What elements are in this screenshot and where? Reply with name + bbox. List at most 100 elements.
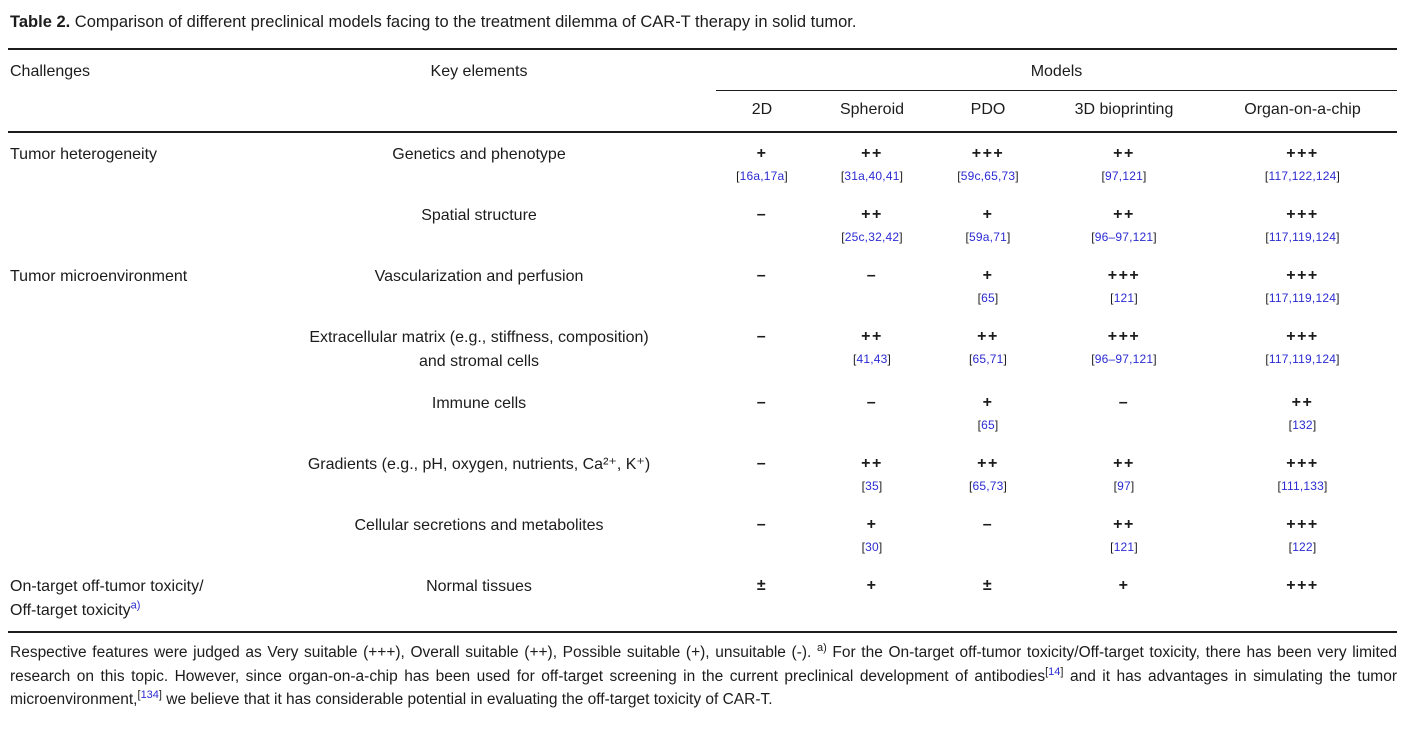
citation-refs[interactable]: 65,73: [972, 479, 1004, 493]
table-row: Extracellular matrix (e.g., stiffness, c…: [8, 316, 1397, 382]
citation-bracket: [: [1265, 230, 1269, 244]
citation-refs[interactable]: 65,71: [972, 352, 1004, 366]
citation-refs[interactable]: 59c,65,73: [960, 169, 1016, 183]
citation-bracket: ]: [1142, 169, 1147, 183]
rating-cell: ++ [96–97,121]: [1040, 194, 1208, 255]
footnote-judging-scale: Respective features were judged as Very …: [10, 644, 817, 661]
rating-symbol: ++: [1113, 206, 1135, 223]
rating-cell: ++ [25c,32,42]: [808, 194, 936, 255]
citation-bracket: [: [977, 418, 982, 432]
citation-bracket: [: [841, 230, 845, 244]
citation[interactable]: [65]: [936, 289, 1040, 308]
citation-refs[interactable]: 132: [1292, 418, 1313, 432]
citation-refs[interactable]: 30: [865, 540, 879, 554]
citation[interactable]: [35]: [808, 477, 936, 496]
citation-bracket: ]: [1312, 540, 1317, 554]
citation[interactable]: [65]: [936, 416, 1040, 435]
model-header-spheroid: Spheroid: [808, 90, 936, 133]
footnote-text-2: and it has advantages in simulating the …: [10, 667, 1398, 709]
citation-refs[interactable]: 96–97,121: [1094, 352, 1154, 366]
citation-refs[interactable]: 111,133: [1281, 479, 1324, 493]
citation-refs[interactable]: 16a,17a: [739, 169, 785, 183]
rating-cell: +++ [117,119,124]: [1208, 316, 1397, 382]
citation[interactable]: [25c,32,42]: [808, 228, 936, 247]
citation-refs[interactable]: 117,119,124: [1268, 291, 1337, 305]
citation[interactable]: [121]: [1040, 289, 1208, 308]
citation-bracket: [: [1288, 418, 1293, 432]
citation-bracket: [: [965, 230, 970, 244]
citation-link-14[interactable]: [14]: [1045, 665, 1063, 677]
key-element-text: Immune cells: [431, 395, 527, 412]
rating-cell: + [65]: [936, 255, 1040, 316]
citation[interactable]: [97]: [1040, 477, 1208, 496]
rating-cell: ++ [121]: [1040, 504, 1208, 565]
rating-cell: +++: [1208, 565, 1397, 633]
rating-symbol: +++: [1286, 328, 1319, 345]
citation-refs[interactable]: 25c,32,42: [844, 230, 900, 244]
rating-symbol: ++: [1113, 455, 1135, 472]
citation-refs[interactable]: 97,121: [1105, 169, 1143, 183]
citation-bracket: [: [1110, 291, 1114, 305]
rating-cell: + [30]: [808, 504, 936, 565]
table-row: Immune cells – – + [65] – ++ [132]: [8, 382, 1397, 443]
citation[interactable]: [117,119,124]: [1208, 228, 1397, 247]
citation-refs[interactable]: 117,119,124: [1268, 230, 1337, 244]
rating-symbol: ++: [977, 328, 999, 345]
rating-cell: +++ [117,119,124]: [1208, 194, 1397, 255]
citation-bracket: ]: [887, 352, 892, 366]
citation[interactable]: [41,43]: [808, 350, 936, 369]
challenge-cell: On-target off-tumor toxicity/Off-target …: [8, 565, 242, 633]
citation-bracket: ]: [1336, 169, 1341, 183]
citation[interactable]: [122]: [1208, 538, 1397, 557]
rating-symbol: –: [982, 516, 994, 533]
col-header-models: Models: [716, 49, 1397, 91]
citation-refs[interactable]: 121: [1113, 291, 1135, 305]
citation[interactable]: [59a,71]: [936, 228, 1040, 247]
citation-refs[interactable]: 65: [981, 418, 995, 432]
citation-refs[interactable]: 134: [140, 688, 159, 701]
citation[interactable]: [96–97,121]: [1040, 350, 1208, 369]
citation-refs[interactable]: 117,122,124: [1268, 169, 1337, 183]
challenge-text: Tumor microenvironment: [10, 268, 188, 285]
challenge-cell: [8, 194, 242, 255]
footnote-marker-link[interactable]: a): [130, 599, 141, 612]
table-header: Challenges Key elements Models 2D Sphero…: [8, 49, 1397, 133]
citation[interactable]: [97,121]: [1040, 167, 1208, 186]
citation-refs[interactable]: 41,43: [856, 352, 888, 366]
citation-refs[interactable]: 97: [1117, 479, 1131, 493]
citation[interactable]: [117,119,124]: [1208, 289, 1397, 308]
col-header-key-elements: Key elements: [242, 49, 716, 133]
citation-refs[interactable]: 14: [1048, 665, 1061, 678]
citation-refs[interactable]: 31a,40,41: [844, 169, 900, 183]
rating-cell: –: [1040, 382, 1208, 443]
rating-symbol: ++: [977, 455, 999, 472]
citation-refs[interactable]: 117,119,124: [1268, 352, 1337, 366]
citation-refs[interactable]: 121: [1113, 540, 1135, 554]
citation[interactable]: [96–97,121]: [1040, 228, 1208, 247]
rating-cell: –: [716, 194, 808, 255]
citation-bracket: [: [1265, 291, 1269, 305]
citation-refs[interactable]: 96–97,121: [1094, 230, 1154, 244]
citation[interactable]: [121]: [1040, 538, 1208, 557]
citation[interactable]: [132]: [1208, 416, 1397, 435]
citation[interactable]: [59c,65,73]: [936, 167, 1040, 186]
citation[interactable]: [65,73]: [936, 477, 1040, 496]
citation[interactable]: [16a,17a]: [716, 167, 808, 186]
citation-refs[interactable]: 122: [1292, 540, 1313, 554]
citation[interactable]: [65,71]: [936, 350, 1040, 369]
model-header-pdo: PDO: [936, 90, 1040, 133]
citation[interactable]: [30]: [808, 538, 936, 557]
rating-symbol: +++: [1107, 267, 1141, 284]
citation[interactable]: [31a,40,41]: [808, 167, 936, 186]
citation-refs[interactable]: 35: [865, 479, 879, 493]
key-element-cell: Vascularization and perfusion: [242, 255, 716, 316]
citation-bracket: ]: [899, 230, 903, 244]
citation-refs[interactable]: 65: [981, 291, 995, 305]
citation[interactable]: [117,122,124]: [1208, 167, 1397, 186]
citation-bracket: [: [977, 291, 982, 305]
citation-link-134[interactable]: [134]: [138, 689, 162, 701]
citation[interactable]: [117,119,124]: [1208, 350, 1397, 369]
citation-refs[interactable]: 59a,71: [969, 230, 1007, 244]
citation[interactable]: [111,133]: [1208, 477, 1397, 496]
table-row: On-target off-tumor toxicity/Off-target …: [8, 565, 1397, 633]
